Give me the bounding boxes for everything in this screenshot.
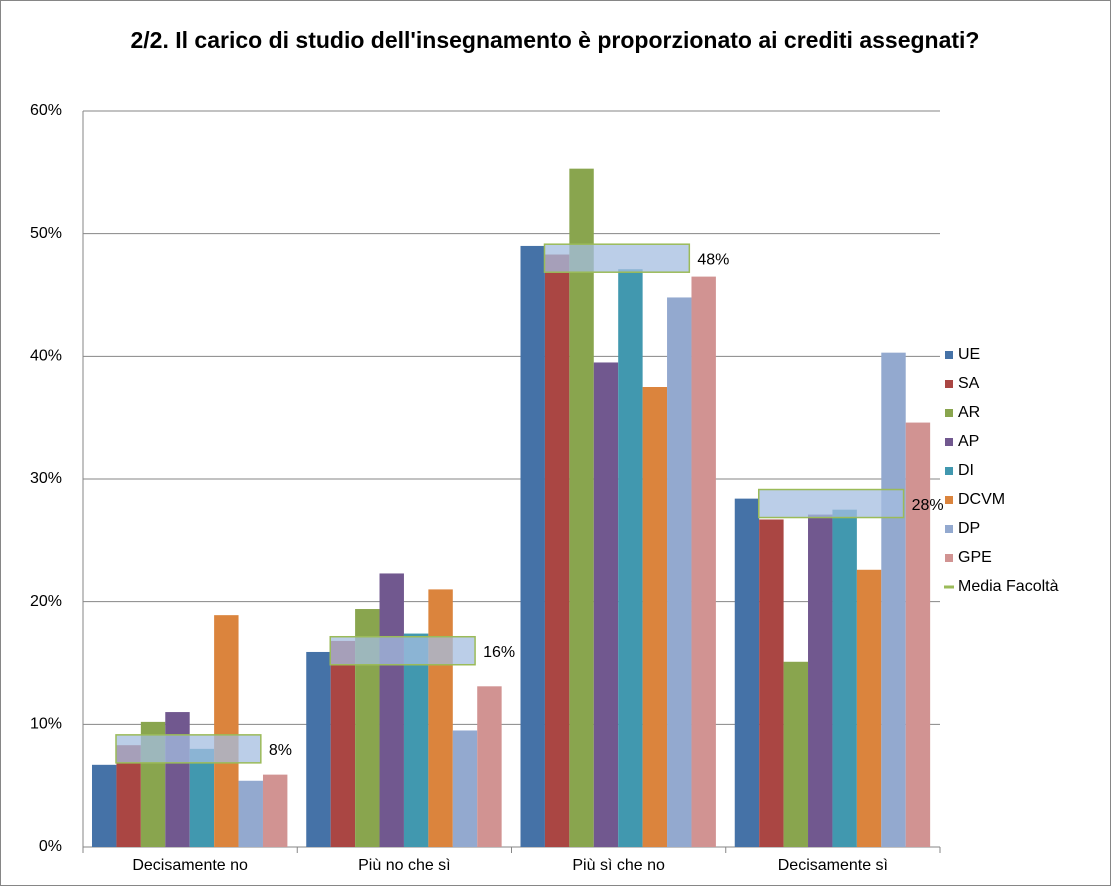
x-tick-label: Più sì che no <box>572 857 665 874</box>
bar <box>691 276 716 848</box>
bar <box>881 352 906 847</box>
bar <box>306 651 331 847</box>
bar <box>544 254 570 847</box>
data-label: 8% <box>269 742 292 759</box>
legend-swatch <box>945 351 953 359</box>
chart-title: 2/2. Il carico di studio dell'insegnamen… <box>130 27 980 53</box>
bar <box>262 774 288 847</box>
y-tick-label: 10% <box>30 716 62 733</box>
bar <box>477 686 502 847</box>
data-label: 28% <box>912 497 944 514</box>
y-tick-label: 40% <box>30 348 62 365</box>
legend-swatch <box>945 467 953 475</box>
bar <box>905 422 931 847</box>
average-marker <box>757 488 905 519</box>
bar <box>330 640 356 847</box>
legend-label: UE <box>958 346 980 363</box>
bar <box>165 712 190 847</box>
x-tick-label: Decisamente no <box>132 857 248 874</box>
bar <box>214 615 239 847</box>
legend-label: DI <box>958 462 974 479</box>
bar <box>642 387 668 847</box>
legend-label: SA <box>958 375 980 392</box>
y-tick-label: 20% <box>30 593 62 610</box>
legend-label: AR <box>958 404 980 421</box>
bar <box>569 168 594 848</box>
data-label: 48% <box>697 251 729 268</box>
data-label: 16% <box>483 644 515 661</box>
bar <box>520 245 545 847</box>
bar <box>734 498 760 847</box>
bar <box>91 764 117 847</box>
bar <box>379 573 404 847</box>
legend-swatch <box>945 438 953 446</box>
bar <box>452 730 478 847</box>
y-tick-label: 0% <box>39 838 62 855</box>
legend-swatch <box>945 496 953 504</box>
bar <box>428 589 453 847</box>
bar <box>783 661 809 847</box>
x-tick-label: Decisamente sì <box>778 857 888 874</box>
legend-label: AP <box>958 433 979 450</box>
bar <box>189 748 215 847</box>
bar <box>238 780 263 847</box>
y-tick-label: 30% <box>30 470 62 487</box>
legend-swatch <box>945 409 953 417</box>
legend-label: DP <box>958 520 980 537</box>
y-tick-label: 50% <box>30 225 62 242</box>
legend-swatch <box>945 380 953 388</box>
bar <box>832 509 857 847</box>
average-marker <box>115 734 262 764</box>
bar <box>808 514 833 847</box>
bar <box>403 633 429 847</box>
average-marker <box>329 635 476 666</box>
average-marker <box>543 243 691 273</box>
bar <box>856 569 882 847</box>
legend-swatch <box>945 525 953 533</box>
y-tick-label: 60% <box>30 102 62 119</box>
legend-label: DCVM <box>958 491 1005 508</box>
bar <box>667 297 692 847</box>
bar <box>618 269 643 847</box>
legend-label: GPE <box>958 549 992 566</box>
legend-swatch <box>945 554 953 562</box>
bar <box>593 362 619 847</box>
bar <box>759 519 784 847</box>
legend-label: Media Facoltà <box>958 578 1059 595</box>
x-tick-label: Più no che sì <box>358 857 451 874</box>
